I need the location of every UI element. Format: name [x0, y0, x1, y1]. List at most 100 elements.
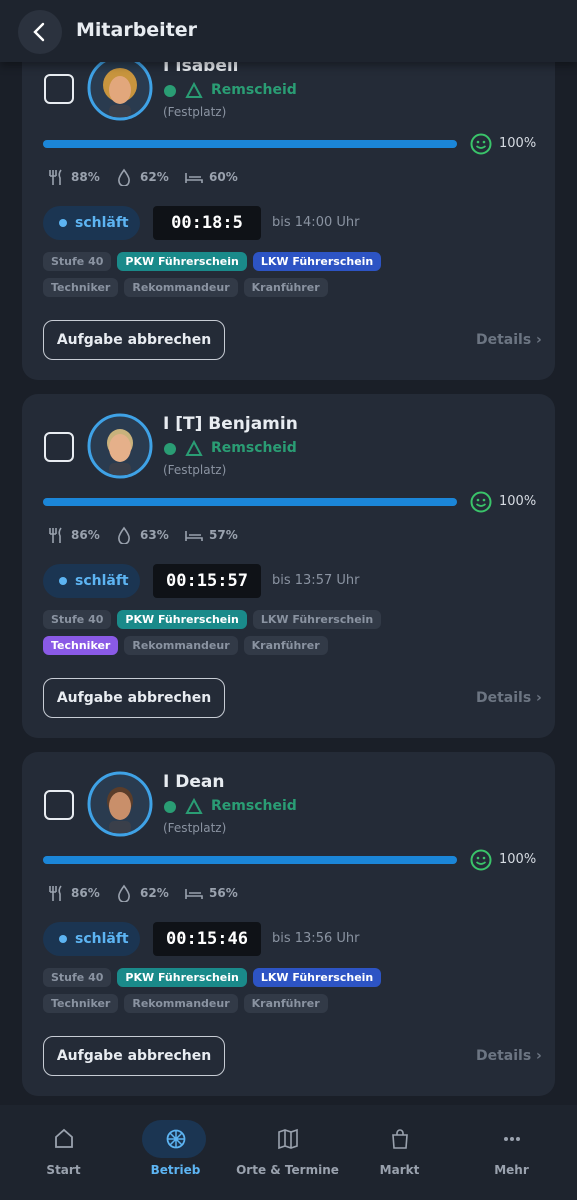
skill-tag: Stufe 40: [43, 968, 112, 987]
drink-icon: [116, 884, 134, 906]
nav-item[interactable]: Mehr: [454, 1105, 569, 1200]
tag-list: Stufe 40 PKW Führerschein LKW Führerschein…: [43, 610, 453, 655]
status-dot: [59, 935, 67, 943]
nav-item[interactable]: Start: [6, 1105, 121, 1200]
smiley: [470, 491, 492, 513]
nav-glyph: [504, 1137, 520, 1141]
progress-track: [43, 498, 457, 506]
cancel-task-button[interactable]: Aufgabe abbrechen: [43, 1036, 225, 1076]
mood-icon: [470, 133, 492, 159]
sleep-stat: 60%: [209, 170, 238, 184]
select-checkbox[interactable]: [44, 74, 74, 104]
nav-icon: [164, 1127, 188, 1155]
skill-tag: PKW Führerschein: [117, 252, 247, 271]
avatar: [87, 771, 153, 837]
nav-item[interactable]: Orte & Termine: [230, 1105, 345, 1200]
skill-tag: Rekommandeur: [124, 994, 238, 1013]
page-title: Mitarbeiter: [76, 19, 198, 41]
progress-fill: [43, 498, 457, 506]
select-checkbox[interactable]: [44, 432, 74, 462]
food-icon: [47, 884, 65, 906]
avatar: [87, 413, 153, 479]
until-time: bis 14:00 Uhr: [272, 215, 360, 230]
status-dot: [59, 577, 67, 585]
progress-label: 100%: [499, 852, 537, 867]
details-link[interactable]: Details ›: [476, 332, 542, 348]
cancel-task-button[interactable]: Aufgabe abbrechen: [43, 678, 225, 718]
food-glyph: [49, 885, 62, 901]
back-button[interactable]: [18, 10, 62, 54]
progress-track: [43, 856, 457, 864]
skill-tag: LKW Führerschein: [252, 610, 382, 629]
header: Mitarbeiter: [0, 0, 577, 62]
nav-icon: [500, 1127, 524, 1155]
food-icon: [47, 526, 65, 548]
food-stat: 86%: [71, 528, 100, 542]
location-icons: [164, 439, 203, 456]
location-row: [163, 439, 207, 458]
mood-icon: [470, 849, 492, 875]
nav-label: Mehr: [494, 1163, 529, 1177]
select-checkbox[interactable]: [44, 790, 74, 820]
skill-tag: Kranführer: [243, 636, 328, 655]
drink-glyph: [118, 168, 130, 187]
drink-stat: 63%: [140, 528, 169, 542]
food-stat: 86%: [71, 886, 100, 900]
skill-tag: LKW Führerschein: [252, 968, 382, 987]
nav-glyph: [55, 1128, 73, 1148]
employee-name: I [T] Benjamin: [163, 414, 298, 434]
location: Remscheid: [211, 82, 297, 98]
status-pill: schläft: [43, 564, 140, 598]
skill-tag: Rekommandeur: [124, 278, 238, 297]
drink-stat: 62%: [140, 170, 169, 184]
nav-glyph: [392, 1129, 408, 1149]
skill-tag: Kranführer: [243, 994, 328, 1013]
location-row: [163, 81, 207, 100]
avatar-image: [87, 771, 153, 837]
status-pill: schläft: [43, 206, 140, 240]
food-icon: [47, 168, 65, 190]
nav-glyph: [166, 1129, 186, 1149]
skill-tag: Stufe 40: [43, 610, 112, 629]
employee-card: I Dean Remscheid (Festplatz) 100% 86% 62% 56% s…: [22, 752, 555, 1096]
details-link[interactable]: Details ›: [476, 690, 542, 706]
employee-card: I Isabell Remscheid (Festplatz) 100% 88% 62% 6…: [22, 36, 555, 380]
sleep-glyph: [185, 173, 203, 183]
nav-label: Markt: [379, 1163, 420, 1177]
timer: 00:15:46: [153, 922, 261, 956]
bottom-nav: Start Betrieb Orte & Termine Markt Mehr: [0, 1105, 577, 1200]
location: Remscheid: [211, 440, 297, 456]
avatar-image: [87, 55, 153, 121]
cancel-task-button[interactable]: Aufgabe abbrechen: [43, 320, 225, 360]
skill-tag: Techniker: [43, 994, 119, 1013]
until-time: bis 13:57 Uhr: [272, 573, 360, 588]
employee-card: I [T] Benjamin Remscheid (Festplatz) 100% 86…: [22, 394, 555, 738]
food-glyph: [49, 527, 62, 543]
progress-fill: [43, 856, 457, 864]
status-pill: schläft: [43, 922, 140, 956]
details-link[interactable]: Details ›: [476, 1048, 542, 1064]
skill-tag: Techniker: [43, 278, 119, 297]
mood-icon: [470, 491, 492, 517]
food-stat: 88%: [71, 170, 100, 184]
skill-tag: LKW Führerschein: [252, 252, 382, 271]
avatar: [87, 55, 153, 121]
location-icons: [164, 797, 203, 814]
sleep-icon: [185, 168, 203, 190]
timer: 00:15:57: [153, 564, 261, 598]
drink-icon: [116, 526, 134, 548]
sublocation: (Festplatz): [163, 821, 227, 835]
nav-item[interactable]: Betrieb: [118, 1105, 233, 1200]
nav-label: Start: [46, 1163, 81, 1177]
until-time: bis 13:56 Uhr: [272, 931, 360, 946]
nav-icon: [52, 1127, 76, 1155]
smiley: [470, 133, 492, 155]
employee-name: I Dean: [163, 772, 225, 792]
timer: 00:18:5: [153, 206, 261, 240]
skill-tag: PKW Führerschein: [117, 610, 247, 629]
skill-tag: Kranführer: [243, 278, 328, 297]
location: Remscheid: [211, 798, 297, 814]
nav-item[interactable]: Markt: [342, 1105, 457, 1200]
smiley: [470, 849, 492, 871]
